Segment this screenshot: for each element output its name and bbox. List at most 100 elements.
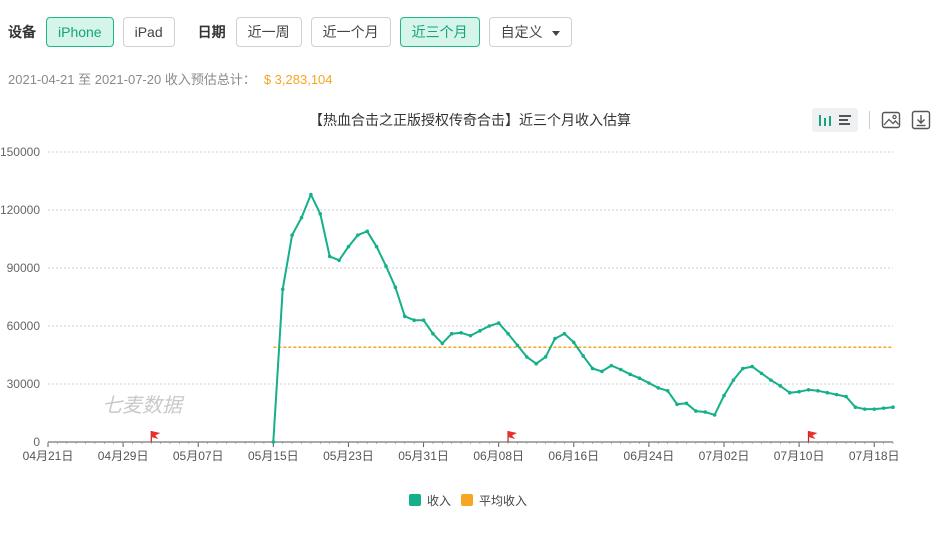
revenue-point bbox=[600, 369, 604, 374]
revenue-point bbox=[872, 407, 877, 411]
revenue-point bbox=[637, 376, 642, 381]
range-week-button[interactable]: 近一周 bbox=[235, 17, 302, 47]
bar-chart-icon[interactable] bbox=[815, 110, 835, 130]
revenue-point bbox=[609, 363, 614, 368]
range-three-months-button[interactable]: 近三个月 bbox=[399, 17, 480, 47]
revenue-point bbox=[478, 329, 482, 333]
revenue-point bbox=[309, 192, 313, 197]
revenue-point bbox=[327, 254, 332, 259]
revenue-point bbox=[694, 409, 698, 413]
y-tick-label: 90000 bbox=[7, 261, 41, 275]
x-tick-label: 05月07日 bbox=[173, 449, 224, 463]
x-tick-label: 04月29日 bbox=[98, 449, 149, 463]
x-tick-label: 07月10日 bbox=[774, 449, 825, 463]
revenue-point bbox=[647, 381, 651, 385]
x-tick-label: 05月31日 bbox=[398, 449, 449, 463]
summary-total: $ 3,283,104 bbox=[263, 72, 333, 87]
legend-swatch-average[interactable] bbox=[461, 494, 473, 506]
y-tick-label: 60000 bbox=[7, 319, 41, 333]
revenue-point bbox=[562, 331, 567, 336]
event-flag-icon bbox=[507, 431, 518, 442]
y-tick-label: 150000 bbox=[0, 145, 40, 159]
revenue-point bbox=[853, 405, 858, 410]
revenue-point bbox=[534, 361, 539, 366]
revenue-point bbox=[346, 244, 351, 249]
revenue-point bbox=[374, 244, 379, 249]
image-icon[interactable] bbox=[879, 108, 903, 132]
x-tick-label: 06月08日 bbox=[473, 449, 524, 463]
revenue-point bbox=[581, 354, 585, 358]
revenue-point bbox=[618, 367, 623, 372]
x-axis: 04月21日 04月29日 05月07日 05月15日 05月23日 05月31日 06月0… bbox=[23, 441, 900, 463]
list-icon[interactable] bbox=[835, 110, 855, 130]
revenue-point bbox=[778, 384, 783, 388]
y-tick-label: 120000 bbox=[0, 203, 40, 217]
event-flag-icon bbox=[150, 431, 161, 442]
revenue-point bbox=[393, 285, 398, 290]
revenue-point bbox=[656, 386, 661, 390]
x-tick-label: 06月24日 bbox=[624, 449, 675, 463]
revenue-point bbox=[459, 330, 463, 335]
x-tick-label: 04月21日 bbox=[23, 449, 74, 463]
revenue-point bbox=[750, 364, 754, 369]
range-month-button[interactable]: 近一个月 bbox=[310, 17, 391, 47]
device-iphone-button[interactable]: iPhone bbox=[46, 17, 114, 47]
revenue-point bbox=[797, 389, 801, 394]
revenue-point bbox=[299, 215, 304, 220]
chart-series bbox=[271, 192, 895, 444]
custom-range-label: 自定义 bbox=[500, 24, 543, 40]
revenue-point bbox=[553, 336, 557, 341]
revenue-point bbox=[468, 333, 473, 338]
device-label: 设备 bbox=[8, 24, 36, 40]
revenue-point bbox=[440, 341, 445, 346]
chart-grid bbox=[48, 151, 893, 385]
revenue-point bbox=[365, 229, 370, 234]
revenue-point bbox=[769, 378, 773, 382]
x-tick-label: 07月18日 bbox=[849, 449, 900, 463]
legend-swatch-revenue[interactable] bbox=[409, 494, 421, 506]
revenue-point bbox=[496, 321, 501, 325]
filter-bar: 设备 iPhone iPad 日期 近一周 近一个月 近三个月 自定义 bbox=[8, 16, 581, 48]
revenue-point bbox=[703, 410, 708, 414]
revenue-point bbox=[628, 372, 632, 377]
chart-title: 【热血合击之正版授权传奇合击】近三个月收入估算 bbox=[309, 112, 631, 128]
y-tick-label: 0 bbox=[33, 435, 40, 449]
revenue-point bbox=[844, 394, 848, 399]
revenue-summary: 2021-04-21 至 2021-07-20 收入预估总计： $ 3,283,1… bbox=[8, 69, 333, 88]
revenue-point bbox=[421, 318, 426, 323]
revenue-point bbox=[731, 378, 736, 382]
chart-flags bbox=[150, 431, 818, 442]
revenue-point bbox=[759, 371, 764, 376]
revenue-point bbox=[515, 343, 520, 348]
revenue-point bbox=[881, 406, 886, 410]
custom-range-dropdown[interactable]: 自定义 bbox=[488, 17, 572, 47]
caret-down-icon bbox=[551, 30, 560, 36]
legend-label-average[interactable]: 平均收入 bbox=[479, 494, 527, 508]
revenue-point bbox=[318, 212, 323, 216]
date-label: 日期 bbox=[197, 24, 226, 40]
watermark: 七麦数据 bbox=[102, 395, 185, 417]
revenue-point bbox=[337, 258, 341, 263]
revenue-point bbox=[402, 314, 407, 319]
revenue-point bbox=[740, 366, 745, 371]
legend-label-revenue[interactable]: 收入 bbox=[427, 494, 451, 508]
revenue-point bbox=[834, 392, 839, 397]
revenue-point bbox=[487, 324, 492, 328]
revenue-point bbox=[384, 264, 388, 268]
revenue-point bbox=[590, 366, 595, 371]
chart-legend: 收入 平均收入 bbox=[409, 494, 527, 508]
revenue-point bbox=[787, 390, 792, 395]
download-icon[interactable] bbox=[909, 108, 933, 132]
revenue-point bbox=[571, 340, 576, 345]
revenue-point bbox=[356, 233, 360, 237]
revenue-point bbox=[543, 355, 548, 359]
chart-toolbar bbox=[812, 107, 939, 133]
revenue-point bbox=[891, 405, 895, 410]
revenue-point bbox=[665, 388, 670, 393]
revenue-point bbox=[722, 393, 726, 398]
flag-cloth bbox=[508, 431, 518, 439]
revenue-point bbox=[271, 440, 276, 444]
device-ipad-button[interactable]: iPad bbox=[122, 17, 175, 47]
revenue-point bbox=[431, 331, 435, 336]
